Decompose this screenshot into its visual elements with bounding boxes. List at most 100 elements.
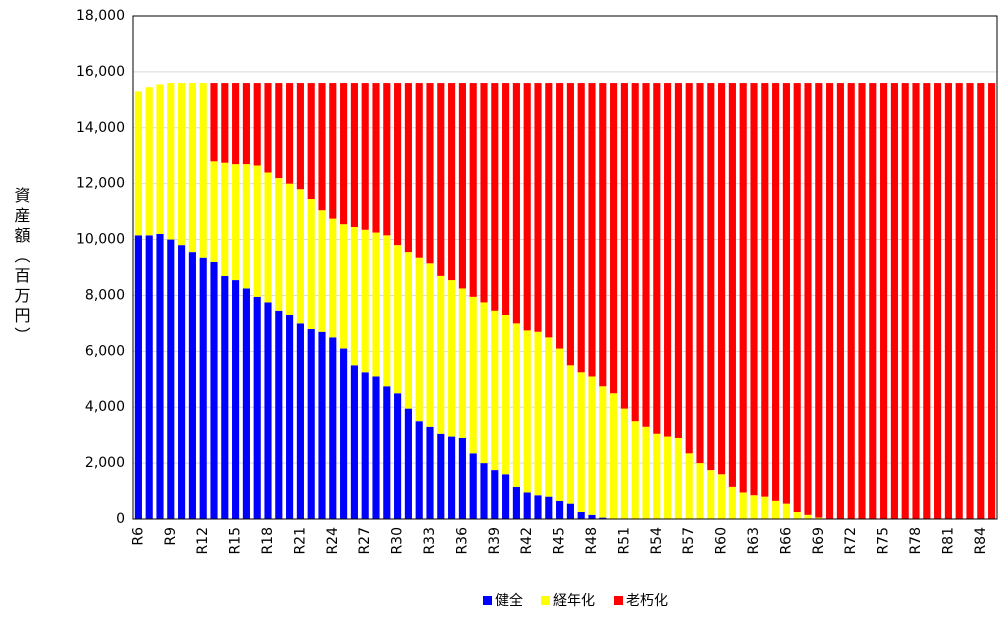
bar-segment [221,162,229,276]
bar-segment [545,496,553,519]
bar-segment [761,496,769,519]
plot-border [132,15,998,520]
bar-segment [599,83,607,387]
bar-segment [653,433,661,519]
legend-swatch [483,596,492,605]
bar-segment [296,83,304,190]
bar-segment [264,302,272,519]
bar-segment [588,376,596,515]
bar-segment [437,275,445,434]
x-tick-label: R9 [163,527,179,546]
bar-segment [523,330,531,493]
bar-segment [566,503,574,519]
bar-segment [566,365,574,504]
legend-label: 経年化 [553,593,595,609]
x-tick-label: R6 [130,527,146,546]
bar-segment [188,83,196,253]
bar-segment [372,232,380,377]
bar-segment [556,348,564,501]
bar-segment [804,83,812,515]
x-tick-label: R18 [260,527,276,555]
bar-segment [394,393,402,519]
bar-segment [534,331,542,496]
bar-segment [372,83,380,233]
bar-segment [361,83,369,230]
bar-segment [793,512,801,519]
x-tick-label: R51 [616,527,632,555]
bar-segment [329,218,337,338]
bar-segment [728,83,736,487]
bar-segment [318,331,326,519]
bar-segment [793,83,801,513]
y-tick-label: 10,000 [76,232,125,248]
bar-segment [286,315,294,519]
bar-segment [178,83,186,246]
x-tick-label: R54 [649,527,665,555]
bar-segment [588,514,596,519]
bar-segment [512,323,520,487]
bar-segment [556,500,564,519]
bar-segment [448,280,456,437]
bar-segment [426,426,434,519]
bar-segment [426,83,434,264]
x-tick-label: R81 [940,527,956,555]
bar-segment [232,164,240,281]
bar-segment [307,83,315,200]
bar-segment [577,512,585,519]
bar-segment [718,83,726,475]
bar-segment [631,421,639,519]
y-tick-label: 0 [116,511,125,527]
bar-segment [696,83,704,464]
bar-segment [242,288,250,519]
y-tick-label: 18,000 [76,8,125,24]
bar-segment [534,83,542,332]
bar-segment [923,83,931,520]
bar-segment [210,83,218,162]
bar-segment [577,372,585,513]
bar-segment [869,83,877,520]
legend-swatch [541,596,550,605]
bar-segment [502,315,510,475]
bar-segment [329,83,337,219]
bar-segment [404,252,412,409]
bar-segment [458,83,466,289]
bar-segment [588,83,596,377]
bar-segment [394,245,402,394]
bar-segment [739,492,747,519]
bar-segment [826,83,834,520]
bar-segment [966,83,974,520]
bar-segment [944,83,952,520]
bar-segment [577,83,585,373]
bar-segment [674,437,682,519]
bar-segment [480,463,488,519]
bar-segment [718,474,726,519]
bar-segment [599,386,607,518]
y-axis-label: 資産額（百万円） [12,187,31,347]
bar-segment [145,235,153,519]
bar-segment [361,372,369,519]
bar-segment [977,83,985,520]
bar-segment [674,83,682,438]
bar-segment [556,83,564,349]
bar-segment [307,199,315,329]
bar-segment [610,393,618,519]
bar-segment [523,83,531,331]
bar-segment [426,263,434,427]
y-tick-label: 16,000 [76,64,125,80]
bar-segment [156,84,164,234]
bar-segment [275,83,283,179]
bar-segment [286,83,294,184]
bar-segment [167,83,175,240]
y-tick-label: 6,000 [85,343,125,359]
bar-segment [685,453,693,519]
bar-segment [286,183,294,316]
bar-segment [502,474,510,519]
bar-segment [340,348,348,519]
legend-swatch [614,596,623,605]
x-tick-label: R33 [422,527,438,555]
x-tick-label: R60 [714,527,730,555]
bar-segment [804,514,812,519]
bar-segment [502,83,510,316]
x-tick-label: R72 [843,527,859,555]
bar-segment [383,235,391,387]
